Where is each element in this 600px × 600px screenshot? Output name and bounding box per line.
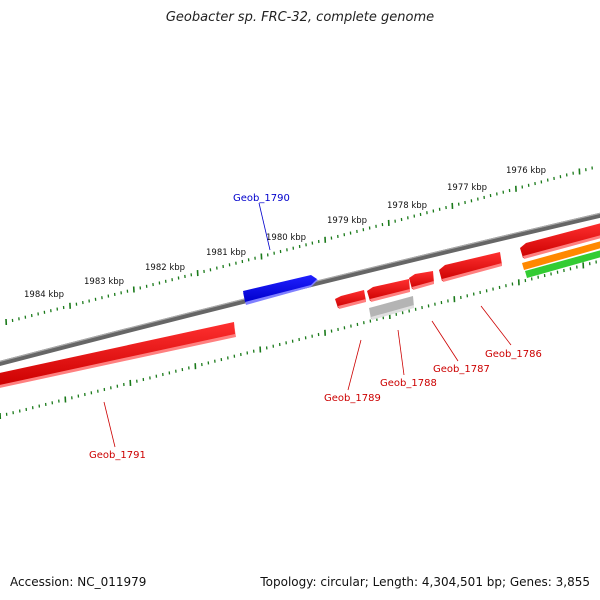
gene-label-geob-1788[interactable]: Geob_1788 — [380, 378, 437, 389]
gene-geob-1787[interactable] — [409, 271, 434, 290]
scale-label-1982: 1982 kbp — [145, 263, 185, 273]
gene-label-geob-1787[interactable]: Geob_1787 — [433, 364, 490, 375]
gene-geob-1788-red[interactable] — [367, 279, 410, 302]
gene-label-geob-1789[interactable]: Geob_1789 — [324, 393, 381, 404]
feature-orange — [522, 241, 600, 270]
gene-label-geob-1790[interactable]: Geob_1790 — [233, 193, 290, 204]
scale-label-1978: 1978 kbp — [387, 201, 427, 211]
scale-label-1979: 1979 kbp — [327, 216, 367, 226]
feature-green — [525, 250, 600, 278]
leader-geob-1787 — [431, 320, 459, 362]
scale-label-1980: 1980 kbp — [266, 233, 306, 243]
gene-geob-1786[interactable] — [439, 252, 502, 282]
gene-geob-1788[interactable] — [369, 296, 414, 320]
genome-summary-text: Topology: circular; Length: 4,304,501 bp… — [260, 575, 590, 589]
scale-labels: 1984 kbp 1983 kbp 1982 kbp 1981 kbp 1980… — [24, 166, 546, 300]
scale-label-1983: 1983 kbp — [84, 277, 124, 287]
page-title: Geobacter sp. FRC-32, complete genome — [165, 10, 435, 25]
leader-geob-1789 — [347, 339, 362, 391]
gene-label-geob-1786[interactable]: Geob_1786 — [485, 349, 542, 360]
scale-label-1981: 1981 kbp — [206, 248, 246, 258]
scale-label-1984: 1984 kbp — [24, 290, 64, 300]
gene-label-geob-1791[interactable]: Geob_1791 — [89, 450, 146, 461]
gene-geob-1790[interactable] — [243, 275, 318, 305]
gene-geob-1791[interactable] — [0, 322, 236, 389]
inner-tick-ring — [0, 260, 597, 420]
gene-right-edge-red[interactable] — [520, 222, 600, 259]
outer-tick-ring — [5, 166, 593, 326]
leader-geob-1786 — [480, 305, 512, 346]
scale-label-1977: 1977 kbp — [447, 183, 487, 193]
gene-geob-1789[interactable] — [335, 290, 366, 309]
accession-text: Accession: NC_011979 — [10, 575, 147, 589]
scale-label-1976: 1976 kbp — [506, 166, 546, 176]
leader-geob-1791 — [103, 401, 116, 448]
leader-geob-1790 — [258, 202, 271, 251]
leader-geob-1788 — [397, 329, 405, 376]
